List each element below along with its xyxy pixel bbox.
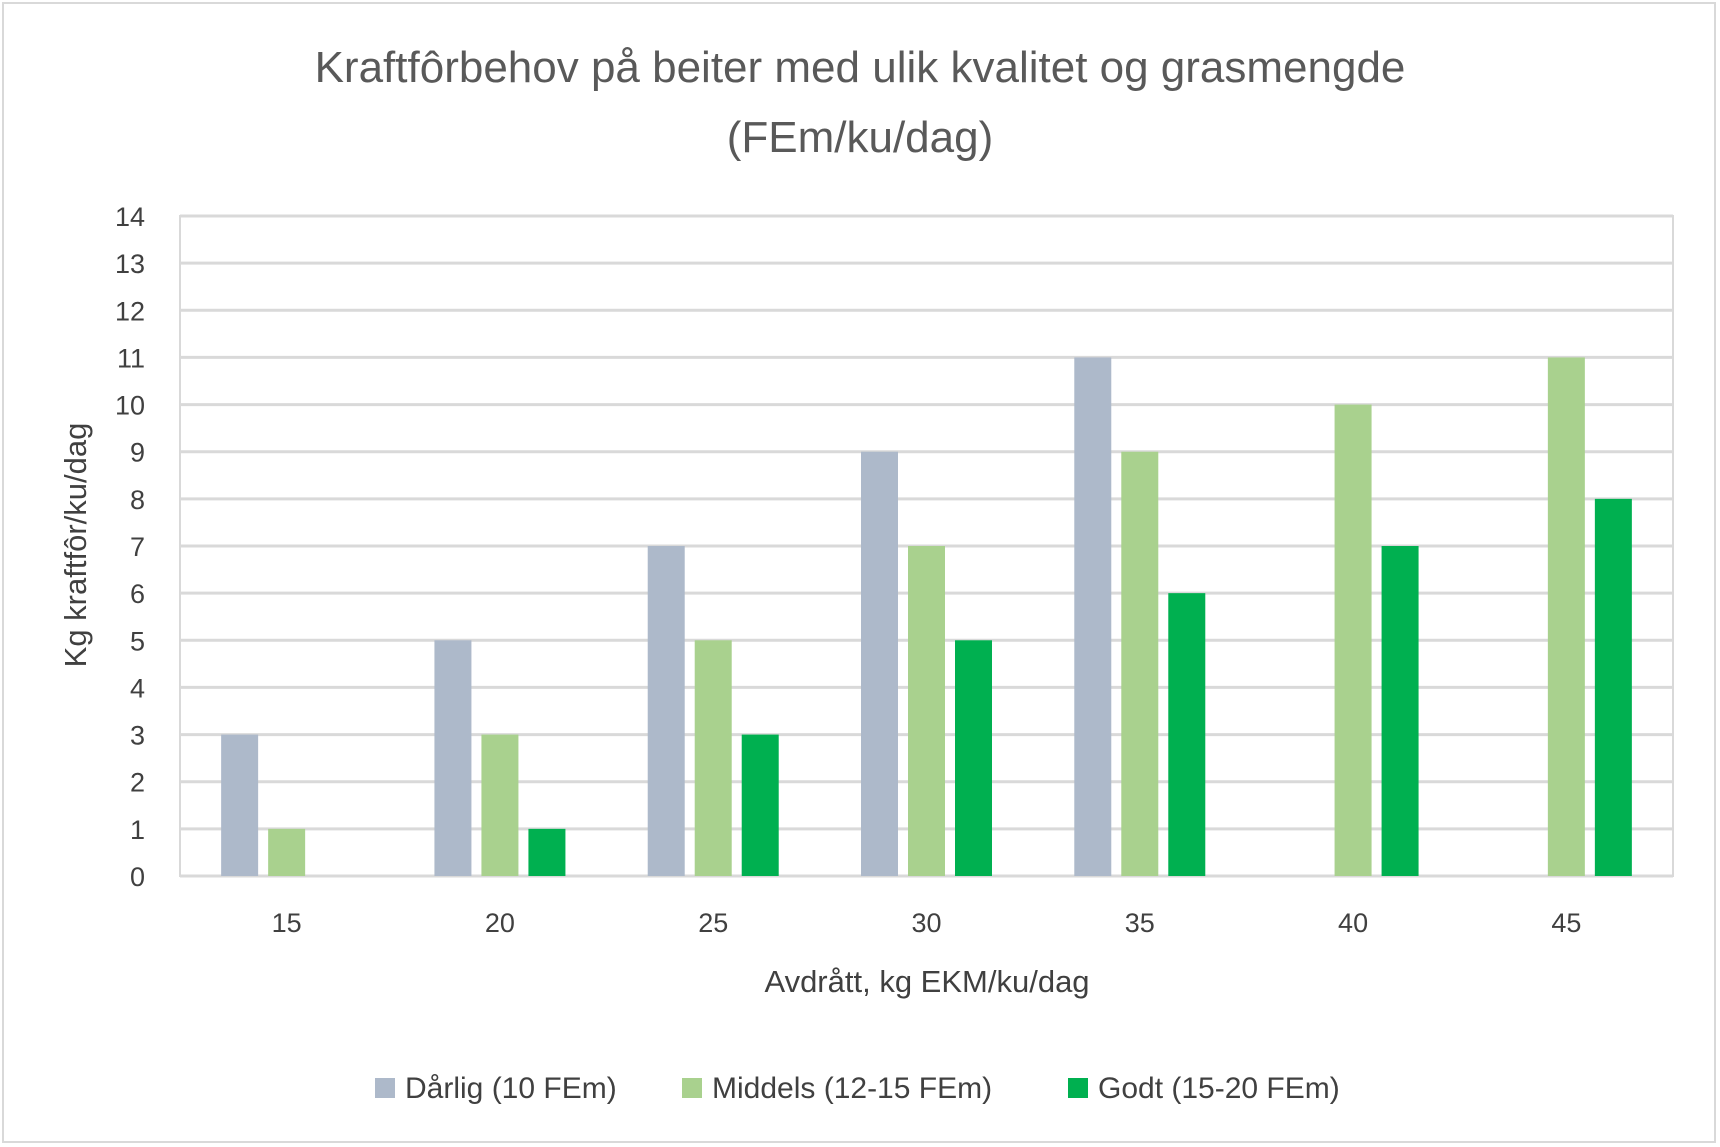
y-tick-label: 14 xyxy=(115,202,145,232)
legend-swatch xyxy=(682,1078,702,1098)
legend-swatch xyxy=(375,1078,395,1098)
legend-label: Godt (15-20 FEm) xyxy=(1098,1072,1340,1105)
y-tick-label: 0 xyxy=(130,862,145,892)
x-tick-label: 15 xyxy=(272,908,302,938)
bar-middels-40 xyxy=(1334,404,1372,876)
y-tick-label: 4 xyxy=(130,673,145,703)
legend-label: Middels (12-15 FEm) xyxy=(712,1072,992,1105)
bar-godt-45 xyxy=(1594,498,1632,876)
x-tick-label: 30 xyxy=(911,908,941,938)
bar-dårlig-20 xyxy=(434,640,472,876)
y-tick-label: 3 xyxy=(130,721,145,751)
chart-title-line1: Kraftfôrbehov på beiter med ulik kvalite… xyxy=(315,43,1406,92)
y-tick-label: 7 xyxy=(130,532,145,562)
bar-godt-35 xyxy=(1168,593,1206,876)
x-tick-label: 45 xyxy=(1551,908,1581,938)
y-tick-label: 6 xyxy=(130,579,145,609)
bar-godt-20 xyxy=(528,828,566,876)
bar-middels-25 xyxy=(694,640,732,876)
x-tick-label: 35 xyxy=(1125,908,1155,938)
bar-dårlig-25 xyxy=(647,546,685,876)
bar-dårlig-30 xyxy=(861,451,898,876)
y-tick-label: 10 xyxy=(115,391,145,421)
x-tick-label: 20 xyxy=(485,908,515,938)
bar-middels-20 xyxy=(481,734,519,876)
x-tick-label: 40 xyxy=(1338,908,1368,938)
x-axis-title: Avdrått, kg EKM/ku/dag xyxy=(764,964,1089,999)
chart-title-line2: (FEm/ku/dag) xyxy=(727,113,994,162)
y-tick-label: 12 xyxy=(115,296,145,326)
bar-dårlig-15 xyxy=(221,734,259,876)
legend: Dårlig (10 FEm) Middels (12-15 FEm) Godt (… xyxy=(375,1072,1340,1105)
y-tick-label: 1 xyxy=(130,815,145,845)
bar-middels-45 xyxy=(1547,357,1585,876)
y-tick-label: 11 xyxy=(117,343,145,373)
bar-middels-30 xyxy=(908,546,945,876)
bar-godt-30 xyxy=(955,640,992,876)
bar-godt-40 xyxy=(1381,546,1419,876)
bar-godt-25 xyxy=(741,734,779,876)
x-tick-label: 25 xyxy=(698,908,728,938)
y-tick-label: 8 xyxy=(130,485,145,515)
legend-label: Dårlig (10 FEm) xyxy=(405,1072,617,1105)
bar-middels-35 xyxy=(1121,451,1159,876)
bar-dårlig-35 xyxy=(1074,357,1112,876)
y-tick-label: 13 xyxy=(115,249,145,279)
bar-middels-15 xyxy=(268,828,306,876)
legend-swatch xyxy=(1068,1078,1088,1098)
y-tick-label: 5 xyxy=(130,626,145,656)
y-tick-label: 9 xyxy=(130,438,145,468)
y-axis-title: Kg kraftfôr/ku/dag xyxy=(58,423,93,668)
y-tick-label: 2 xyxy=(130,768,145,798)
